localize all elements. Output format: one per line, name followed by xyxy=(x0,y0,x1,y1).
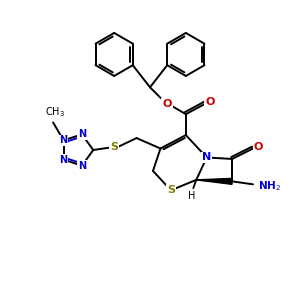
Text: S: S xyxy=(167,185,175,195)
Text: S: S xyxy=(110,142,118,152)
Polygon shape xyxy=(196,178,232,184)
Text: O: O xyxy=(254,142,263,152)
Text: N: N xyxy=(202,152,212,163)
Text: CH$_3$: CH$_3$ xyxy=(45,106,64,119)
Text: N: N xyxy=(59,155,68,165)
Text: O: O xyxy=(162,99,172,109)
Text: N: N xyxy=(59,135,68,145)
Text: O: O xyxy=(205,97,214,107)
Text: H: H xyxy=(188,191,196,201)
Text: N: N xyxy=(78,129,86,140)
Text: N: N xyxy=(78,160,86,171)
Text: NH$_2$: NH$_2$ xyxy=(258,179,281,193)
